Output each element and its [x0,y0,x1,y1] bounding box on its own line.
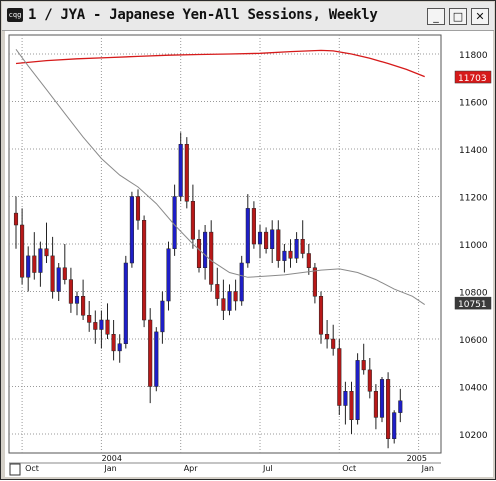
candle-body [74,296,80,304]
candle-body [172,196,177,249]
candle-body [367,369,372,392]
y-tick-label: 11800 [459,51,488,61]
candle-body [93,322,98,330]
candle-body [288,250,293,259]
candle-body [312,267,317,297]
candle-body [99,319,104,330]
last-price-tag-box [454,296,492,310]
candle-body [331,338,336,349]
candle-body [221,298,226,311]
candle-body [13,212,19,226]
candle-body [251,208,256,245]
candle-body [306,253,311,268]
candle-body [373,391,378,418]
candle-body [129,196,134,264]
candle-body [215,284,220,299]
candle-body [123,262,128,344]
y-tick-label: 11000 [459,241,488,251]
candle-body [349,391,354,420]
candle-body [325,334,330,340]
candle-body [184,144,189,202]
candle-body [239,262,244,302]
year-label: 2005 [407,454,427,463]
y-tick-label: 10800 [459,289,488,299]
candle-body [178,144,183,197]
candle-body [154,331,159,387]
candle-body [111,334,116,352]
minimize-button[interactable]: _ [427,8,445,25]
y-tick-label: 10200 [459,431,488,441]
candle-body [245,208,250,264]
candle-body [257,231,263,245]
x-tick-label: Jan [103,464,116,473]
candlestick-chart[interactable]: 11800 11600 11400 11200 11000 10800 10600 10400… [5,31,493,477]
candle-body [318,296,324,335]
y-tick-label: 10400 [459,384,488,394]
candle-body [343,391,348,406]
candle-body [56,267,61,292]
candle-body [135,196,141,221]
candle-body [264,231,269,249]
x-tick-label: Apr [184,464,199,473]
candle-body [300,239,305,254]
candle-body [62,267,67,280]
candle-body [294,239,299,259]
x-tick-label: Jan [421,464,434,473]
cqg-app-icon[interactable]: cqg [7,8,23,22]
candle-body [117,343,122,352]
candle-body [233,291,238,302]
window-title: 1 / JYA - Japanese Yen-All Sessions, Wee… [28,7,378,23]
candle-body [337,348,342,406]
candle-body [209,231,214,285]
close-button[interactable]: ✕ [471,8,489,25]
candle-body [270,229,275,249]
y-tick-label: 11600 [459,99,488,109]
candle-body [160,300,165,333]
candle-body [81,296,86,316]
candle-body [379,379,385,418]
candle-body [20,224,25,278]
x-tick-label: Jul [262,464,273,473]
candle-body [276,229,281,261]
scroll-marker [9,463,21,476]
candle-body [50,255,55,292]
ma-short-line [15,49,425,306]
candle-body [355,360,360,420]
maximize-button[interactable]: □ [449,8,467,25]
ma-long-line [15,49,425,78]
x-tick-label: Oct [25,464,39,473]
candle-body [38,248,43,273]
candle-body [166,248,171,302]
candle-body [203,231,208,268]
candle-body [68,279,73,304]
candle-body [398,400,403,413]
candle-body [87,315,92,323]
candle-body [392,412,397,439]
candle-body [32,255,37,273]
ma-last-tag-box [454,70,492,84]
candle-body [44,248,49,257]
x-tick-label: Oct [342,464,356,473]
candle-body [386,379,391,439]
candle-body [105,319,110,335]
candle-body [361,360,366,371]
y-tick-label: 11400 [459,146,488,156]
price-chart[interactable]: 11800 11600 11400 11200 11000 10800 10600 10400… [5,31,493,477]
candle-body [142,220,147,321]
title-bar[interactable]: cqg 1 / JYA - Japanese Yen-All Sessions,… [2,2,494,31]
candle-body [190,201,195,240]
y-tick-label: 11200 [459,194,488,204]
candle-body [26,255,31,278]
ma-last-tag: 11703 [458,74,487,84]
year-label: 2004 [102,454,122,463]
candle-body [196,239,202,268]
last-price-tag: 10751 [458,300,487,310]
y-tick-label: 10600 [459,336,488,346]
candle-body [282,250,287,261]
candle-body [227,291,232,311]
candle-body [148,319,153,387]
